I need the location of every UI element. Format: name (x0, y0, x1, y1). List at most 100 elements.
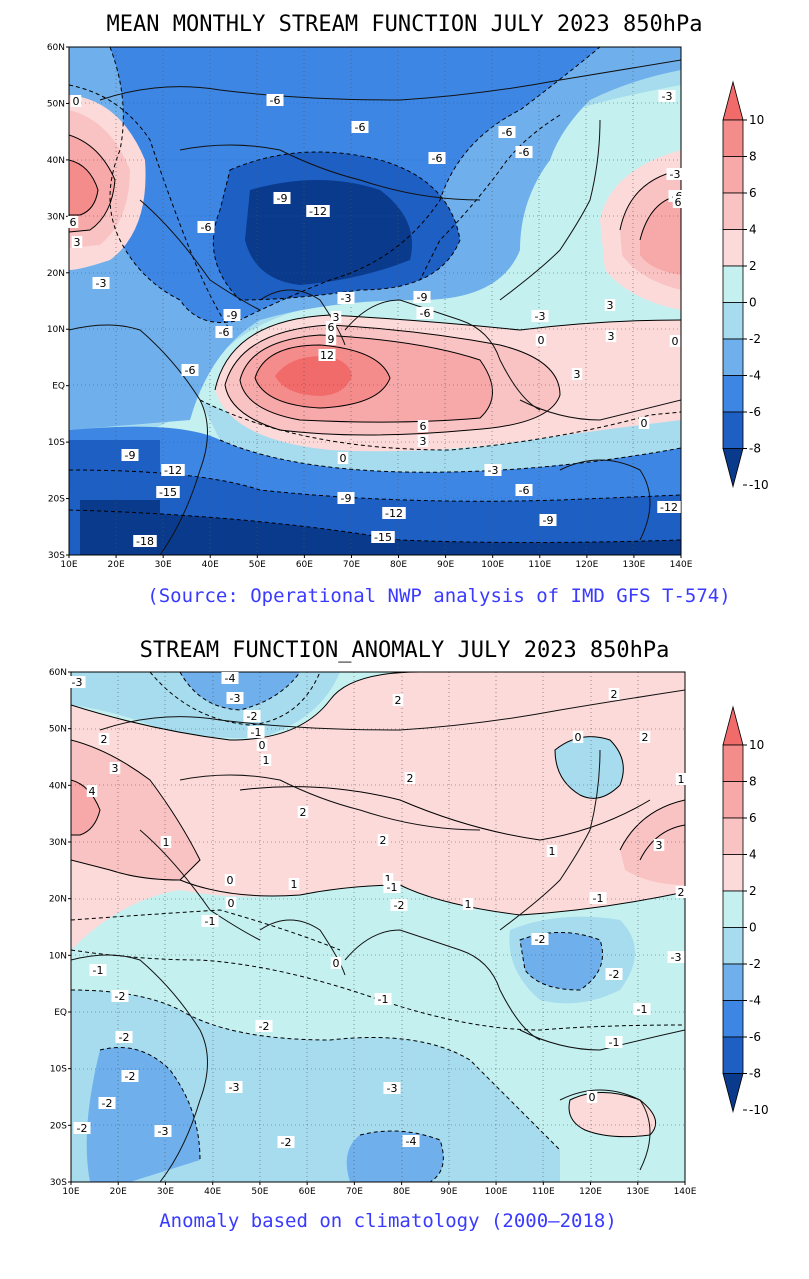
contour-label-bg (86, 785, 98, 797)
contour-label-bg (605, 968, 623, 980)
contour-label: -3 (387, 1082, 398, 1095)
contour-label: 3 (608, 330, 615, 343)
contour-label: -12 (164, 464, 182, 477)
contour-label-bg (672, 196, 684, 208)
colorbar-label: -6 (749, 405, 761, 419)
colorbar-label: -2 (749, 332, 761, 346)
contour-label-bg (109, 762, 121, 774)
contour-label-bg (98, 733, 110, 745)
colorbar-swatch (722, 156, 744, 194)
contour-label: 12 (320, 349, 334, 362)
contour-label: 0 (575, 731, 582, 744)
contour-label: 3 (74, 236, 81, 249)
contour-label-bg (92, 277, 110, 289)
contour-label: 2 (300, 806, 307, 819)
contour-label-bg (539, 514, 557, 526)
panel1-source-note: (Source: Operational NWP analysis of IMD… (147, 585, 731, 607)
contour-label: 2 (101, 733, 108, 746)
contour-label-bg (402, 1135, 420, 1147)
contour-label: 0 (259, 739, 266, 752)
contour-label-bg (70, 95, 82, 107)
contour-label-bg (351, 121, 369, 133)
contour-label: -6 (185, 364, 196, 377)
contour-label: 4 (89, 785, 96, 798)
contour-label-bg (247, 726, 265, 738)
contour-label: -3 (535, 310, 546, 323)
lat-label: 20N (49, 895, 67, 905)
contour-label: 0 (227, 874, 234, 887)
colorbar-label: 2 (749, 884, 757, 898)
lon-label: 40E (202, 560, 219, 570)
colorbar-swatch (722, 119, 744, 157)
contour-label: -3 (662, 90, 673, 103)
contour-label: 3 (574, 368, 581, 381)
panel1-coastlines (69, 59, 681, 555)
contour-label-bg (255, 1020, 273, 1032)
colorbar-label: 0 (749, 296, 757, 310)
lon-label: 90E (440, 1187, 457, 1197)
contour-label-bg (383, 881, 401, 893)
lat-label: 30N (49, 838, 67, 848)
contour-label-bg (277, 1136, 295, 1148)
colorbar-bottom-arrow (722, 448, 744, 489)
colorbar-label: 8 (749, 775, 757, 789)
contour-label-bg (98, 1097, 116, 1109)
contour-label-bg (416, 307, 434, 319)
contour-label-bg (215, 326, 233, 338)
contour-label-bg (225, 1081, 243, 1093)
lon-label: 10E (62, 1187, 79, 1197)
lon-label: 70E (343, 560, 360, 570)
colorbar-swatch (722, 890, 744, 928)
contour-label-bg (111, 990, 129, 1002)
contour-label-bg (201, 915, 219, 927)
contour-label: 3 (656, 839, 663, 852)
panel1-title: MEAN MONTHLY STREAM FUNCTION JULY 2023 8… (106, 12, 703, 37)
contour-label: -2 (77, 1122, 88, 1135)
lat-label: 10N (47, 325, 65, 335)
contour-label-bg (156, 486, 180, 498)
contour-label: -9 (125, 449, 136, 462)
contour-label-bg (639, 731, 651, 743)
colorbar-swatch (722, 1000, 744, 1038)
contour-label: 1 (263, 754, 270, 767)
lon-label: 100E (485, 1187, 508, 1197)
colorbar-label: 10 (749, 113, 764, 127)
contour-label-bg (377, 834, 389, 846)
contour-label: -3 (488, 464, 499, 477)
contour-label-bg (374, 993, 392, 1005)
panel1-frame (68, 46, 682, 556)
contour-label-bg (669, 335, 681, 347)
lon-label: 10E (60, 560, 77, 570)
contour-label: -6 (355, 121, 366, 134)
contour-label-bg (161, 464, 185, 476)
lat-label: EQ (54, 1008, 67, 1018)
contour-label-bg (133, 535, 157, 547)
colorbar-swatch (722, 817, 744, 855)
contour-label-bg (224, 874, 236, 886)
contour-label-bg (337, 492, 355, 504)
contour-label-bg (221, 672, 239, 684)
lon-label: 120E (575, 560, 598, 570)
contour-label: 0 (538, 334, 545, 347)
contour-label-bg (484, 464, 502, 476)
lon-label: 80E (390, 560, 407, 570)
lon-label: 30E (157, 1187, 174, 1197)
lat-label: 20N (47, 269, 65, 279)
contour-label-bg (589, 892, 607, 904)
contour-label: -4 (225, 672, 236, 685)
colorbar-swatch (722, 375, 744, 413)
colorbar-label: 8 (749, 150, 757, 164)
contour-label-bg (531, 310, 549, 322)
lat-label: 20S (50, 1121, 67, 1131)
contour-label: 0 (589, 1091, 596, 1104)
colorbar-swatch (722, 927, 744, 965)
contour-label-bg (297, 806, 309, 818)
contour-label-bg (89, 964, 107, 976)
contour-label: 6 (328, 321, 335, 334)
colorbar-label: -10 (749, 478, 769, 492)
contour-label-bg (604, 299, 616, 311)
contour-label: -6 (420, 307, 431, 320)
contour-label: 2 (407, 772, 414, 785)
contour-label: -6 (432, 152, 443, 165)
